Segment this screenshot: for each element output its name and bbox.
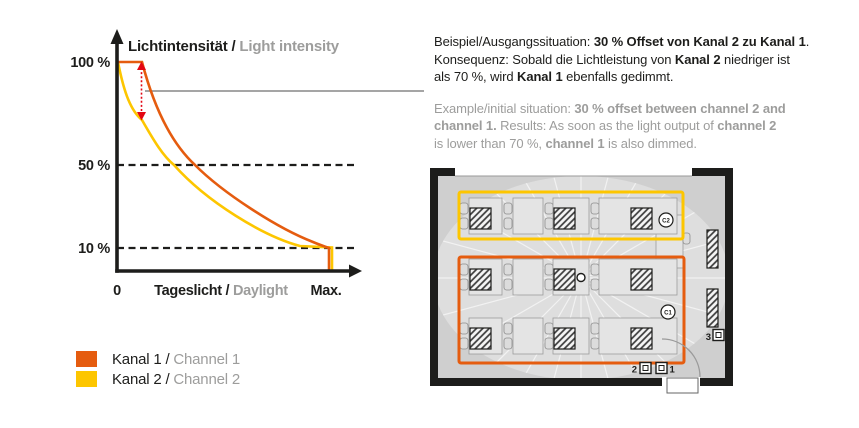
door [661, 338, 701, 394]
intensity-chart: Lichtintensität / Light intensity 100 % … [70, 29, 424, 299]
radiator-lower [706, 288, 719, 328]
channel2-zone-outline [457, 190, 685, 241]
svg-text:3: 3 [706, 332, 711, 343]
curve-kanal2 [116, 61, 334, 270]
controller-c1: C1 [660, 304, 676, 320]
explanation-german: Beispiel/Ausgangssituation: 30 % Offset … [434, 34, 810, 84]
explanation-english: Example/initial situation: 30 % offset b… [434, 100, 786, 151]
xaxis-label: Tageslicht / Daylight [154, 283, 288, 299]
wall-switch-2: 2 [632, 361, 652, 376]
desk-row-window [459, 197, 678, 235]
chart-title: Lichtintensität / Light intensity [128, 38, 340, 55]
chart-legend: Kanal 1 / Channel 1 Kanal 2 / Channel 2 [76, 349, 240, 389]
window [455, 168, 692, 177]
wall-switch-1: 1 [655, 361, 676, 376]
ytick-100: 100 % [70, 55, 110, 71]
xtick-zero: 0 [113, 283, 121, 299]
offset-arrow [137, 61, 146, 121]
legend-label-kanal1: Kanal 1 / [112, 350, 174, 368]
xtick-max: Max. [310, 283, 341, 299]
axes [110, 29, 362, 278]
svg-text:C1: C1 [664, 310, 672, 316]
legend-label-channel2: Channel 2 [173, 370, 240, 388]
legend-item-kanal1: Kanal 1 / Channel 1 [76, 349, 240, 369]
svg-text:2: 2 [632, 365, 637, 376]
legend-label-channel1: Channel 1 [173, 350, 240, 368]
wall-switch-3: 3 [706, 328, 725, 343]
svg-text:C2: C2 [662, 218, 670, 224]
channel1-zone-outline [457, 255, 686, 365]
ytick-50: 50 % [78, 158, 110, 174]
controller-c2: C2 [658, 212, 674, 228]
desk-row-middle [459, 258, 678, 296]
legend-label-kanal2: Kanal 2 / [112, 370, 174, 388]
ytick-10: 10 % [78, 241, 110, 257]
legend-item-kanal2: Kanal 2 / Channel 2 [76, 369, 240, 389]
room-floorplan: C2 C1 3 2 1 [430, 168, 733, 394]
curve-kanal1 [118, 60, 331, 270]
kanal2-color-swatch [76, 371, 97, 387]
radiator-upper [706, 229, 719, 269]
kanal1-color-swatch [76, 351, 97, 367]
daylight-sensor-icon [576, 272, 586, 283]
explanation-text: Beispiel/Ausgangssituation: 30 % Offset … [434, 33, 856, 152]
desk-row-inner [459, 317, 678, 355]
svg-text:1: 1 [670, 365, 676, 376]
